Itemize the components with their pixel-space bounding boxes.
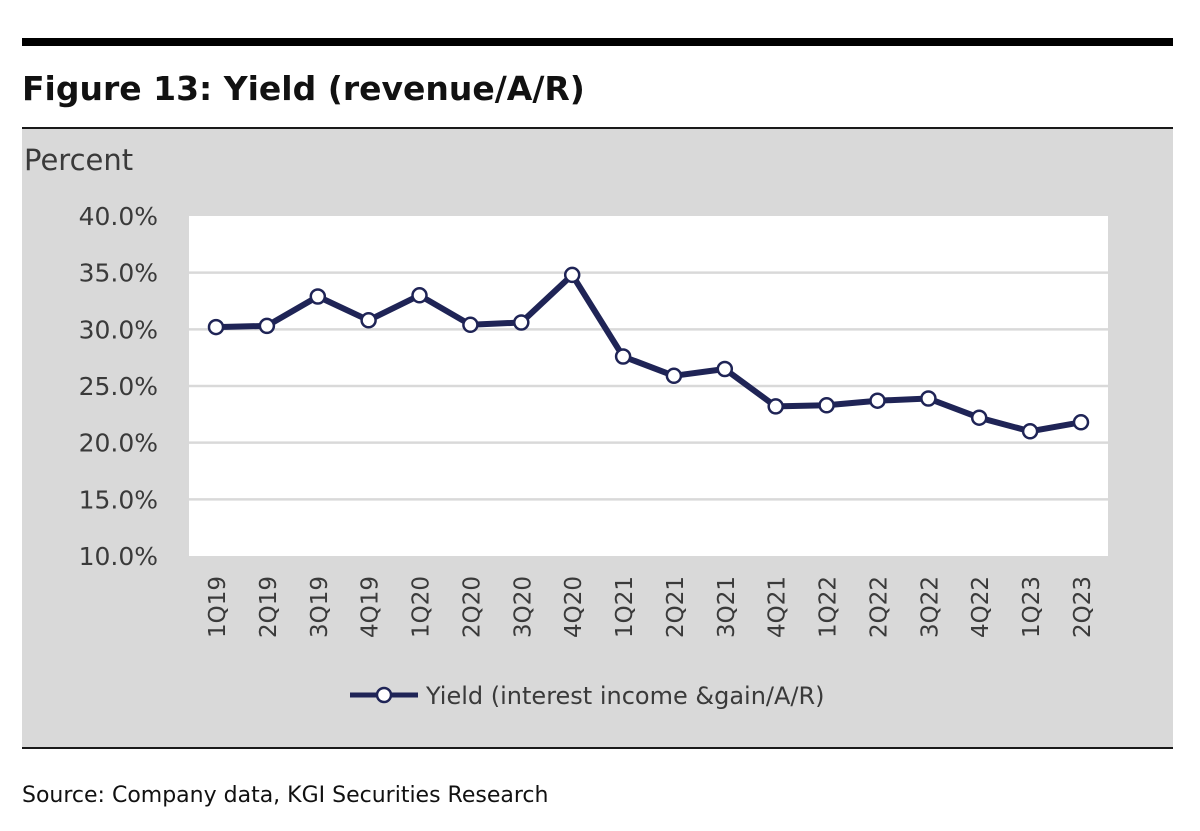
x-tick-label: 4Q20 <box>561 576 587 638</box>
x-tick-label: 2Q20 <box>459 576 485 638</box>
y-tick-label: 30.0% <box>79 315 158 344</box>
y-tick-label: 20.0% <box>79 429 158 458</box>
x-axis: 1Q19 2Q19 3Q19 4Q19 1Q20 2Q20 3Q20 4Q20 1Q21 2Q21… <box>205 576 1096 638</box>
x-tick-label: 3Q22 <box>917 576 943 638</box>
y-tick-label: 15.0% <box>79 485 158 514</box>
y-tick-label: 25.0% <box>79 372 158 401</box>
series-line-group <box>213 271 1084 435</box>
legend-marker-swatch <box>375 686 393 704</box>
x-tick-label: 3Q21 <box>714 576 740 638</box>
y-tick-label: 40.0% <box>79 202 158 231</box>
data-point <box>1072 414 1090 431</box>
data-point <box>716 360 734 378</box>
data-point <box>869 392 886 409</box>
data-point <box>563 266 581 284</box>
x-tick-label: 1Q19 <box>205 576 231 638</box>
x-tick-label: 3Q19 <box>307 576 333 638</box>
x-tick-label: 4Q21 <box>765 576 791 638</box>
data-point <box>258 317 276 335</box>
data-point <box>207 318 225 336</box>
data-point <box>818 397 835 414</box>
data-point <box>920 390 937 407</box>
series-line <box>213 271 1084 435</box>
legend-label: Yield (interest income &gain/A/R) <box>425 682 825 710</box>
data-point <box>767 398 784 415</box>
data-point <box>411 287 428 304</box>
y-axis-label: Percent <box>24 143 133 177</box>
top-rule <box>22 38 1173 46</box>
x-tick-label: 3Q20 <box>510 576 536 638</box>
data-point <box>360 312 377 329</box>
y-tick-label: 35.0% <box>79 259 158 288</box>
figure-title: Figure 13: Yield (revenue/A/R) <box>22 69 585 108</box>
data-point <box>309 288 327 305</box>
x-tick-label: 4Q19 <box>358 576 384 638</box>
series-points <box>207 266 1090 440</box>
data-point <box>462 316 479 334</box>
data-point <box>970 409 988 426</box>
data-point <box>614 348 632 365</box>
x-tick-label: 2Q21 <box>663 576 689 638</box>
legend: Yield (interest income &gain/A/R) <box>350 682 825 710</box>
x-tick-label: 1Q20 <box>409 576 435 638</box>
data-point <box>665 367 683 385</box>
x-tick-label: 2Q22 <box>867 576 893 638</box>
data-point <box>513 314 530 331</box>
y-tick-label: 10.0% <box>79 542 158 571</box>
x-tick-label: 2Q19 <box>256 576 282 638</box>
x-tick-label: 2Q23 <box>1070 576 1096 638</box>
x-tick-label: 1Q21 <box>612 576 638 638</box>
x-tick-label: 1Q23 <box>1019 576 1045 638</box>
x-tick-label: 1Q22 <box>816 576 842 638</box>
x-tick-label: 4Q22 <box>968 576 994 638</box>
y-axis: 40.0% 35.0% 30.0% 25.0% 20.0% 15.0% 10.0% <box>79 202 158 571</box>
grid-lines <box>189 271 1108 501</box>
data-point <box>1021 423 1039 440</box>
source-note: Source: Company data, KGI Securities Res… <box>22 783 549 808</box>
